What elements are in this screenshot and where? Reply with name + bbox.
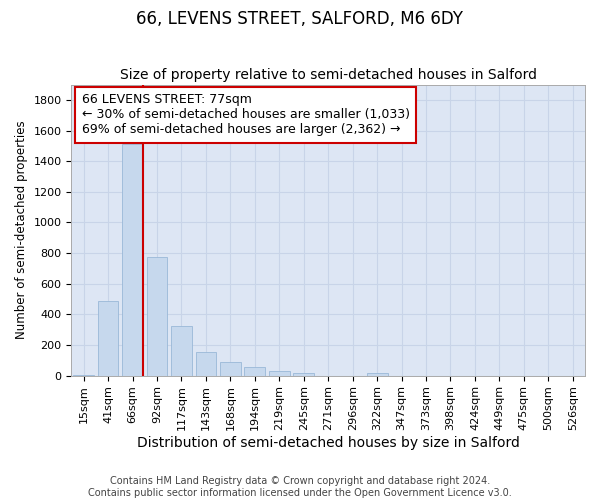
Bar [146, 257, 167, 376]
Text: 66, LEVENS STREET, SALFORD, M6 6DY: 66, LEVENS STREET, SALFORD, M6 6DY [137, 10, 464, 28]
Y-axis label: Number of semi-detached properties: Number of semi-detached properties [15, 121, 28, 340]
Text: 66 LEVENS STREET: 77sqm
← 30% of semi-detached houses are smaller (1,033)
69% of: 66 LEVENS STREET: 77sqm ← 30% of semi-de… [82, 94, 410, 136]
Bar [269, 371, 290, 376]
Text: Contains HM Land Registry data © Crown copyright and database right 2024.
Contai: Contains HM Land Registry data © Crown c… [88, 476, 512, 498]
Bar [98, 300, 118, 376]
Bar [196, 352, 217, 376]
Bar [244, 367, 265, 376]
Bar [122, 144, 143, 376]
Bar [293, 372, 314, 376]
Bar [367, 372, 388, 376]
Title: Size of property relative to semi-detached houses in Salford: Size of property relative to semi-detach… [120, 68, 537, 82]
Bar [171, 326, 192, 376]
Bar [220, 362, 241, 376]
Bar [73, 375, 94, 376]
X-axis label: Distribution of semi-detached houses by size in Salford: Distribution of semi-detached houses by … [137, 436, 520, 450]
